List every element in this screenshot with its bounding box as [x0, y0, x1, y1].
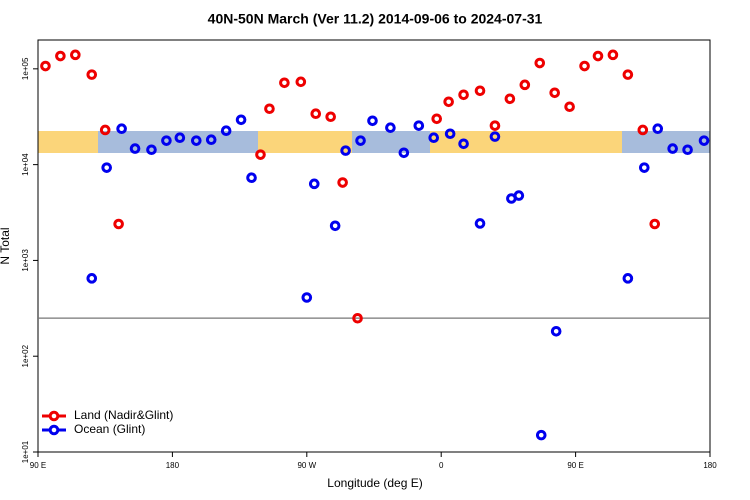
- ocean-band: [352, 131, 430, 153]
- point: [205, 134, 217, 146]
- point: [99, 124, 111, 136]
- point: [667, 143, 678, 154]
- point: [682, 144, 693, 156]
- point: [535, 429, 547, 441]
- point: [129, 143, 141, 154]
- point: [255, 149, 266, 160]
- point: [355, 135, 366, 146]
- point: [264, 103, 275, 115]
- y-axis-label: N Total: [0, 227, 12, 264]
- point: [622, 69, 634, 80]
- point: [295, 76, 307, 88]
- point: [116, 123, 127, 135]
- point: [534, 57, 546, 69]
- point: [329, 220, 341, 232]
- point: [235, 114, 247, 126]
- x-tick-label: 90 E: [567, 461, 583, 470]
- point: [113, 218, 124, 230]
- point: [352, 312, 363, 324]
- y-tick-label: 1e+04: [21, 153, 30, 176]
- point: [55, 50, 66, 62]
- point: [246, 172, 257, 184]
- point: [564, 101, 575, 113]
- plot-frame: [37, 39, 711, 453]
- point: [431, 113, 443, 125]
- point: [489, 131, 501, 142]
- point: [308, 178, 320, 190]
- point: [444, 128, 456, 140]
- point: [458, 89, 469, 101]
- point: [40, 60, 51, 72]
- point: [146, 144, 157, 156]
- point: [622, 273, 634, 284]
- point: [549, 87, 560, 99]
- point: [310, 108, 322, 120]
- point: [279, 77, 290, 89]
- point: [550, 325, 562, 337]
- point: [367, 115, 378, 127]
- point: [513, 190, 525, 201]
- y-tick-label: 1e+01: [21, 440, 30, 463]
- point: [398, 147, 410, 159]
- point: [340, 145, 351, 156]
- point: [474, 85, 486, 97]
- chart-title: 40N-50N March (Ver 11.2) 2014-09-06 to 2…: [208, 11, 543, 27]
- point: [70, 49, 81, 61]
- point: [413, 120, 425, 131]
- y-tick-label: 1e+02: [21, 344, 30, 367]
- legend-label: Ocean (Glint): [74, 422, 145, 436]
- point: [101, 162, 112, 173]
- legend-marker: [48, 424, 60, 436]
- x-tick-label: 180: [166, 461, 180, 470]
- point: [325, 111, 336, 123]
- point: [519, 79, 531, 91]
- y-tick-label: 1e+03: [21, 249, 30, 272]
- point: [652, 123, 664, 135]
- x-axis-label: Longitude (deg E): [327, 476, 422, 490]
- x-tick-label: 90 W: [297, 461, 316, 470]
- legend-marker: [48, 410, 60, 422]
- x-tick-label: 180: [703, 461, 717, 470]
- point: [428, 132, 440, 144]
- map-strip: [38, 131, 710, 153]
- point: [443, 96, 454, 108]
- point: [592, 50, 604, 62]
- point: [337, 177, 348, 188]
- point: [301, 292, 313, 303]
- point: [86, 273, 98, 284]
- point: [458, 138, 469, 150]
- x-tick-label: 0: [439, 461, 444, 470]
- point: [190, 135, 202, 146]
- point: [649, 218, 661, 230]
- point: [637, 124, 649, 136]
- ocean-band: [622, 131, 710, 153]
- legend-label: Land (Nadir&Glint): [74, 408, 173, 422]
- point: [489, 120, 501, 131]
- y-tick-label: 1e+05: [21, 57, 30, 80]
- point: [579, 60, 590, 72]
- point: [385, 122, 396, 133]
- point: [161, 135, 172, 146]
- point: [698, 135, 710, 146]
- point: [174, 132, 186, 144]
- point: [474, 218, 486, 229]
- x-tick-label: 90 E: [30, 461, 46, 470]
- point: [220, 125, 232, 137]
- point: [607, 49, 619, 61]
- point: [638, 162, 650, 173]
- point: [86, 69, 98, 80]
- point: [504, 93, 516, 105]
